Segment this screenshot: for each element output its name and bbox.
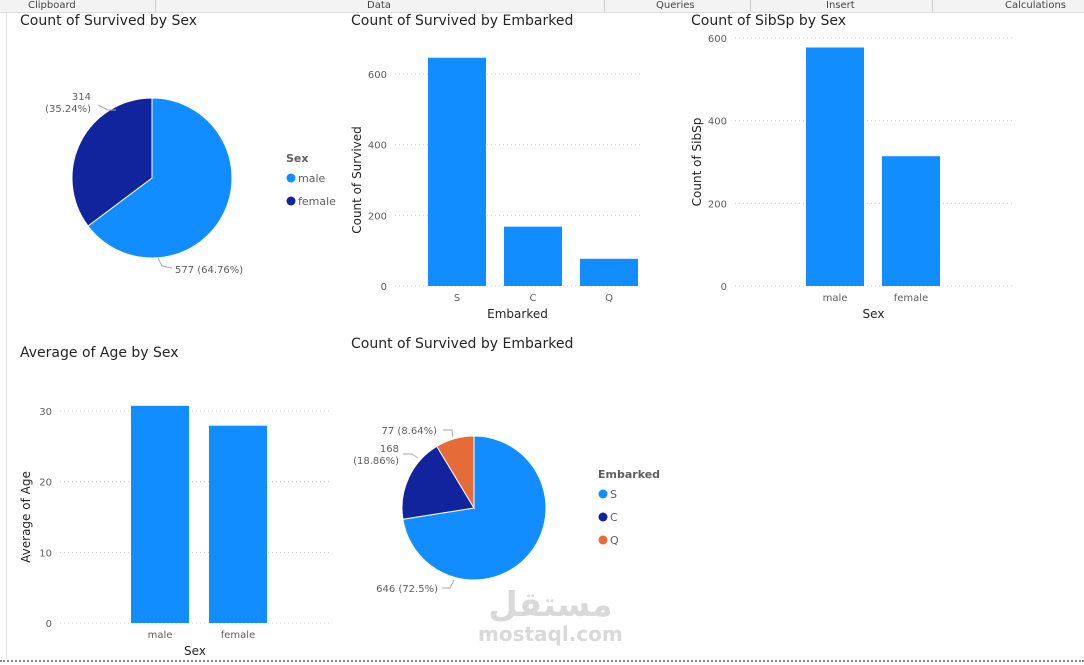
leader-line: [97, 104, 116, 111]
y-tick-label: 10: [39, 548, 52, 559]
legend-item-C: C: [610, 511, 618, 524]
y-axis-title: Average of Age: [19, 471, 33, 563]
legend-marker-Q: [598, 535, 608, 545]
ribbon-clipboard[interactable]: Clipboard: [28, 0, 76, 11]
bar-male: [131, 405, 189, 623]
x-tick-label: S: [454, 293, 460, 304]
legend-title: Sex: [286, 152, 308, 165]
y-axis-title: Count of Survived: [350, 126, 364, 234]
pie-slice-male: [87, 97, 233, 259]
x-axis-title: Sex: [863, 307, 885, 321]
pie-slice-Q: [436, 435, 475, 510]
y-tick-label: 400: [368, 141, 387, 152]
y-tick-label: 20: [39, 478, 52, 489]
leader-line: [157, 257, 173, 269]
legend-title: Embarked: [598, 468, 660, 481]
legend-marker-C: [598, 512, 608, 522]
chart-title-survived-by-embarked: Count of Survived by Embarked: [351, 13, 574, 29]
ribbon-insert[interactable]: Insert: [826, 0, 855, 11]
chart-title-survived-by-sex: Count of Survived by Sex: [20, 13, 198, 29]
ribbon-calculations[interactable]: Calculations: [1005, 0, 1066, 11]
legend-item-Q: Q: [610, 534, 619, 547]
y-tick-label: 0: [721, 282, 727, 293]
data-label: (35.24%): [45, 104, 91, 115]
y-tick-label: 0: [381, 282, 387, 293]
legend-marker-S: [598, 489, 608, 499]
legend-item-female: female: [298, 195, 336, 208]
leader-line: [403, 453, 419, 459]
data-label: 314: [72, 92, 91, 103]
legend-item-male: male: [298, 172, 326, 185]
watermark: مستقل mostaql.com: [478, 585, 623, 646]
pie-slice-female: [71, 97, 153, 227]
x-tick-label: male: [823, 293, 848, 304]
legend-marker-male: [286, 173, 296, 183]
legend-marker-female: [286, 196, 296, 206]
bar-S: [428, 57, 486, 286]
bar-Q: [580, 258, 638, 286]
ribbon-strip: Clipboard Data Queries Insert Calculatio…: [0, 0, 1084, 13]
data-label: 646 (72.5%): [376, 584, 438, 595]
ribbon-data[interactable]: Data: [367, 0, 391, 11]
chart-title-sibsp-by-sex: Count of SibSp by Sex: [691, 13, 847, 29]
bar-male: [806, 47, 864, 286]
y-tick-label: 200: [368, 211, 387, 222]
x-axis-title: Sex: [184, 644, 206, 658]
legend-item-S: S: [610, 488, 617, 501]
x-tick-label: female: [894, 293, 928, 304]
x-tick-label: Q: [605, 293, 613, 304]
y-tick-label: 600: [708, 34, 727, 45]
ribbon-queries[interactable]: Queries: [656, 0, 695, 11]
x-axis-title: Embarked: [487, 307, 548, 321]
bar-female: [882, 156, 940, 286]
y-tick-label: 0: [46, 619, 52, 630]
pie-slice-C: [401, 445, 475, 520]
bar-C: [504, 226, 562, 286]
chart-title-age-by-sex: Average of Age by Sex: [20, 345, 179, 361]
data-label: 168: [380, 444, 399, 455]
y-tick-label: 400: [708, 117, 727, 128]
leader-line: [443, 429, 454, 438]
chart-title-embarked-pie: Count of Survived by Embarked: [351, 336, 574, 352]
y-tick-label: 30: [39, 407, 52, 418]
leader-line: [442, 579, 455, 589]
data-label: (18.86%): [353, 456, 399, 467]
bar-female: [209, 425, 267, 623]
data-label: 77 (8.64%): [382, 426, 438, 437]
x-tick-label: female: [221, 630, 255, 641]
y-axis-title: Count of SibSp: [690, 118, 704, 207]
y-tick-label: 200: [708, 199, 727, 210]
data-label: 577 (64.76%): [175, 265, 243, 276]
x-tick-label: male: [148, 630, 173, 641]
y-tick-label: 600: [368, 70, 387, 81]
x-tick-label: C: [530, 293, 537, 304]
